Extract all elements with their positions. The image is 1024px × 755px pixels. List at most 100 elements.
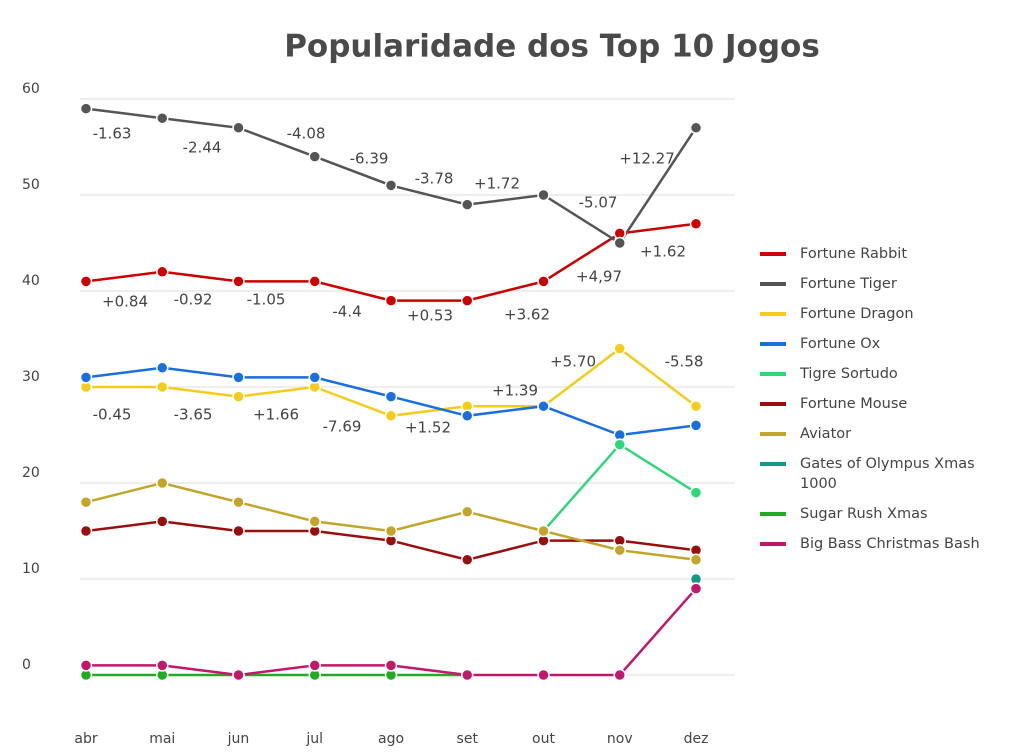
y-tick-label: 60 (22, 81, 40, 97)
legend-swatch (760, 432, 786, 436)
legend-item[interactable]: Aviator (760, 424, 1000, 444)
data-point (156, 380, 169, 394)
annotation: -6.39 (350, 150, 389, 168)
data-point (689, 217, 703, 231)
annotation: -4.08 (287, 125, 326, 143)
y-tick-label: 30 (22, 369, 40, 385)
x-tick-label: dez (684, 731, 709, 747)
data-point (461, 553, 474, 567)
legend-label: Fortune Rabbit (800, 246, 908, 262)
data-point (384, 524, 398, 538)
x-tick-label: jul (305, 731, 323, 747)
legend-swatch (760, 282, 786, 286)
legend-item[interactable]: Fortune Dragon (760, 304, 1000, 324)
x-tick-label: nov (607, 731, 633, 747)
legend-swatch (760, 402, 786, 406)
data-point (689, 582, 703, 595)
data-point (308, 515, 321, 528)
annotation: -1.63 (93, 125, 132, 143)
data-point (384, 294, 398, 307)
data-point (537, 399, 550, 413)
y-tick-label: 40 (22, 273, 40, 289)
annotation: -5.58 (665, 353, 704, 371)
legend-swatch (760, 252, 786, 256)
legend-label: Aviator (800, 426, 852, 442)
annotation: -0.92 (174, 291, 213, 309)
legend-item[interactable]: Fortune Ox (760, 334, 1000, 354)
series-line (85, 107, 698, 245)
data-point (156, 361, 169, 375)
x-tick-label: ago (378, 731, 404, 747)
annotation: +1.72 (474, 175, 520, 193)
legend-label: Gates of Olympus Xmas 1000 (800, 456, 975, 492)
series-line (85, 481, 697, 562)
legend-item[interactable]: Fortune Tiger (760, 274, 1000, 294)
data-point (79, 371, 93, 384)
data-point (613, 668, 626, 682)
data-point (613, 438, 626, 451)
data-point (308, 275, 321, 288)
data-point (79, 524, 93, 538)
y-tick-label: 50 (22, 177, 40, 193)
annotation: +1.52 (405, 419, 451, 437)
legend-label: Tigre Sortudo (800, 366, 898, 382)
legend-swatch (760, 542, 786, 546)
data-point (689, 399, 703, 413)
annotation: -4.4 (332, 303, 361, 321)
annotation: +1.39 (492, 382, 538, 400)
chart-title: Popularidade dos Top 10 Jogos (284, 29, 820, 65)
data-point (156, 659, 169, 672)
data-point (461, 198, 474, 211)
x-tick-label: jun (227, 731, 250, 747)
annotation: -0.45 (93, 406, 132, 424)
legend-swatch (760, 372, 786, 376)
legend-item[interactable]: Fortune Rabbit (760, 244, 1000, 264)
data-point (384, 409, 398, 423)
data-point (79, 659, 93, 672)
data-point (384, 390, 398, 403)
legend-item[interactable]: Fortune Mouse (760, 394, 1000, 414)
data-point (537, 668, 550, 682)
data-point (156, 111, 169, 125)
data-point (308, 659, 321, 672)
data-point (232, 668, 245, 682)
annotation: +12.27 (619, 150, 675, 168)
data-point (156, 515, 169, 528)
data-point (384, 179, 398, 192)
data-point (537, 524, 550, 538)
legend-item[interactable]: Big Bass Christmas Bash (760, 534, 1000, 554)
y-tick-label: 10 (22, 561, 40, 577)
legend-swatch (760, 462, 786, 466)
legend: Fortune Rabbit Fortune Tiger Fortune Drago… (760, 244, 1000, 564)
series-line (85, 222, 697, 302)
legend-swatch (760, 312, 786, 316)
data-point (461, 668, 474, 682)
annotation: +5.70 (550, 353, 596, 371)
data-point (79, 102, 93, 115)
legend-item[interactable]: Sugar Rush Xmas (760, 504, 1000, 524)
legend-label: Sugar Rush Xmas (800, 506, 928, 522)
data-point (232, 524, 245, 538)
annotation: +0.53 (407, 307, 453, 325)
annotation: +3.62 (504, 306, 550, 324)
data-point (461, 409, 474, 423)
annotation: -3.65 (174, 406, 213, 424)
annotation: +1.62 (640, 243, 686, 261)
data-point (384, 659, 398, 672)
annotation: +1.66 (253, 406, 299, 424)
data-point (308, 150, 321, 163)
data-point (461, 294, 474, 307)
legend-label: Big Bass Christmas Bash (800, 536, 980, 552)
legend-label: Fortune Dragon (800, 306, 914, 322)
legend-item[interactable]: Tigre Sortudo (760, 364, 1000, 384)
x-tick-label: set (457, 731, 479, 747)
data-point (79, 495, 93, 509)
data-point (689, 121, 703, 135)
series-line (542, 442, 697, 532)
legend-label: Fortune Ox (800, 336, 881, 352)
data-point (613, 342, 626, 355)
legend-swatch (760, 342, 786, 346)
legend-item[interactable]: Gates of Olympus Xmas 1000 (760, 454, 1000, 494)
data-point (232, 495, 245, 509)
legend-label: Fortune Tiger (800, 276, 897, 292)
